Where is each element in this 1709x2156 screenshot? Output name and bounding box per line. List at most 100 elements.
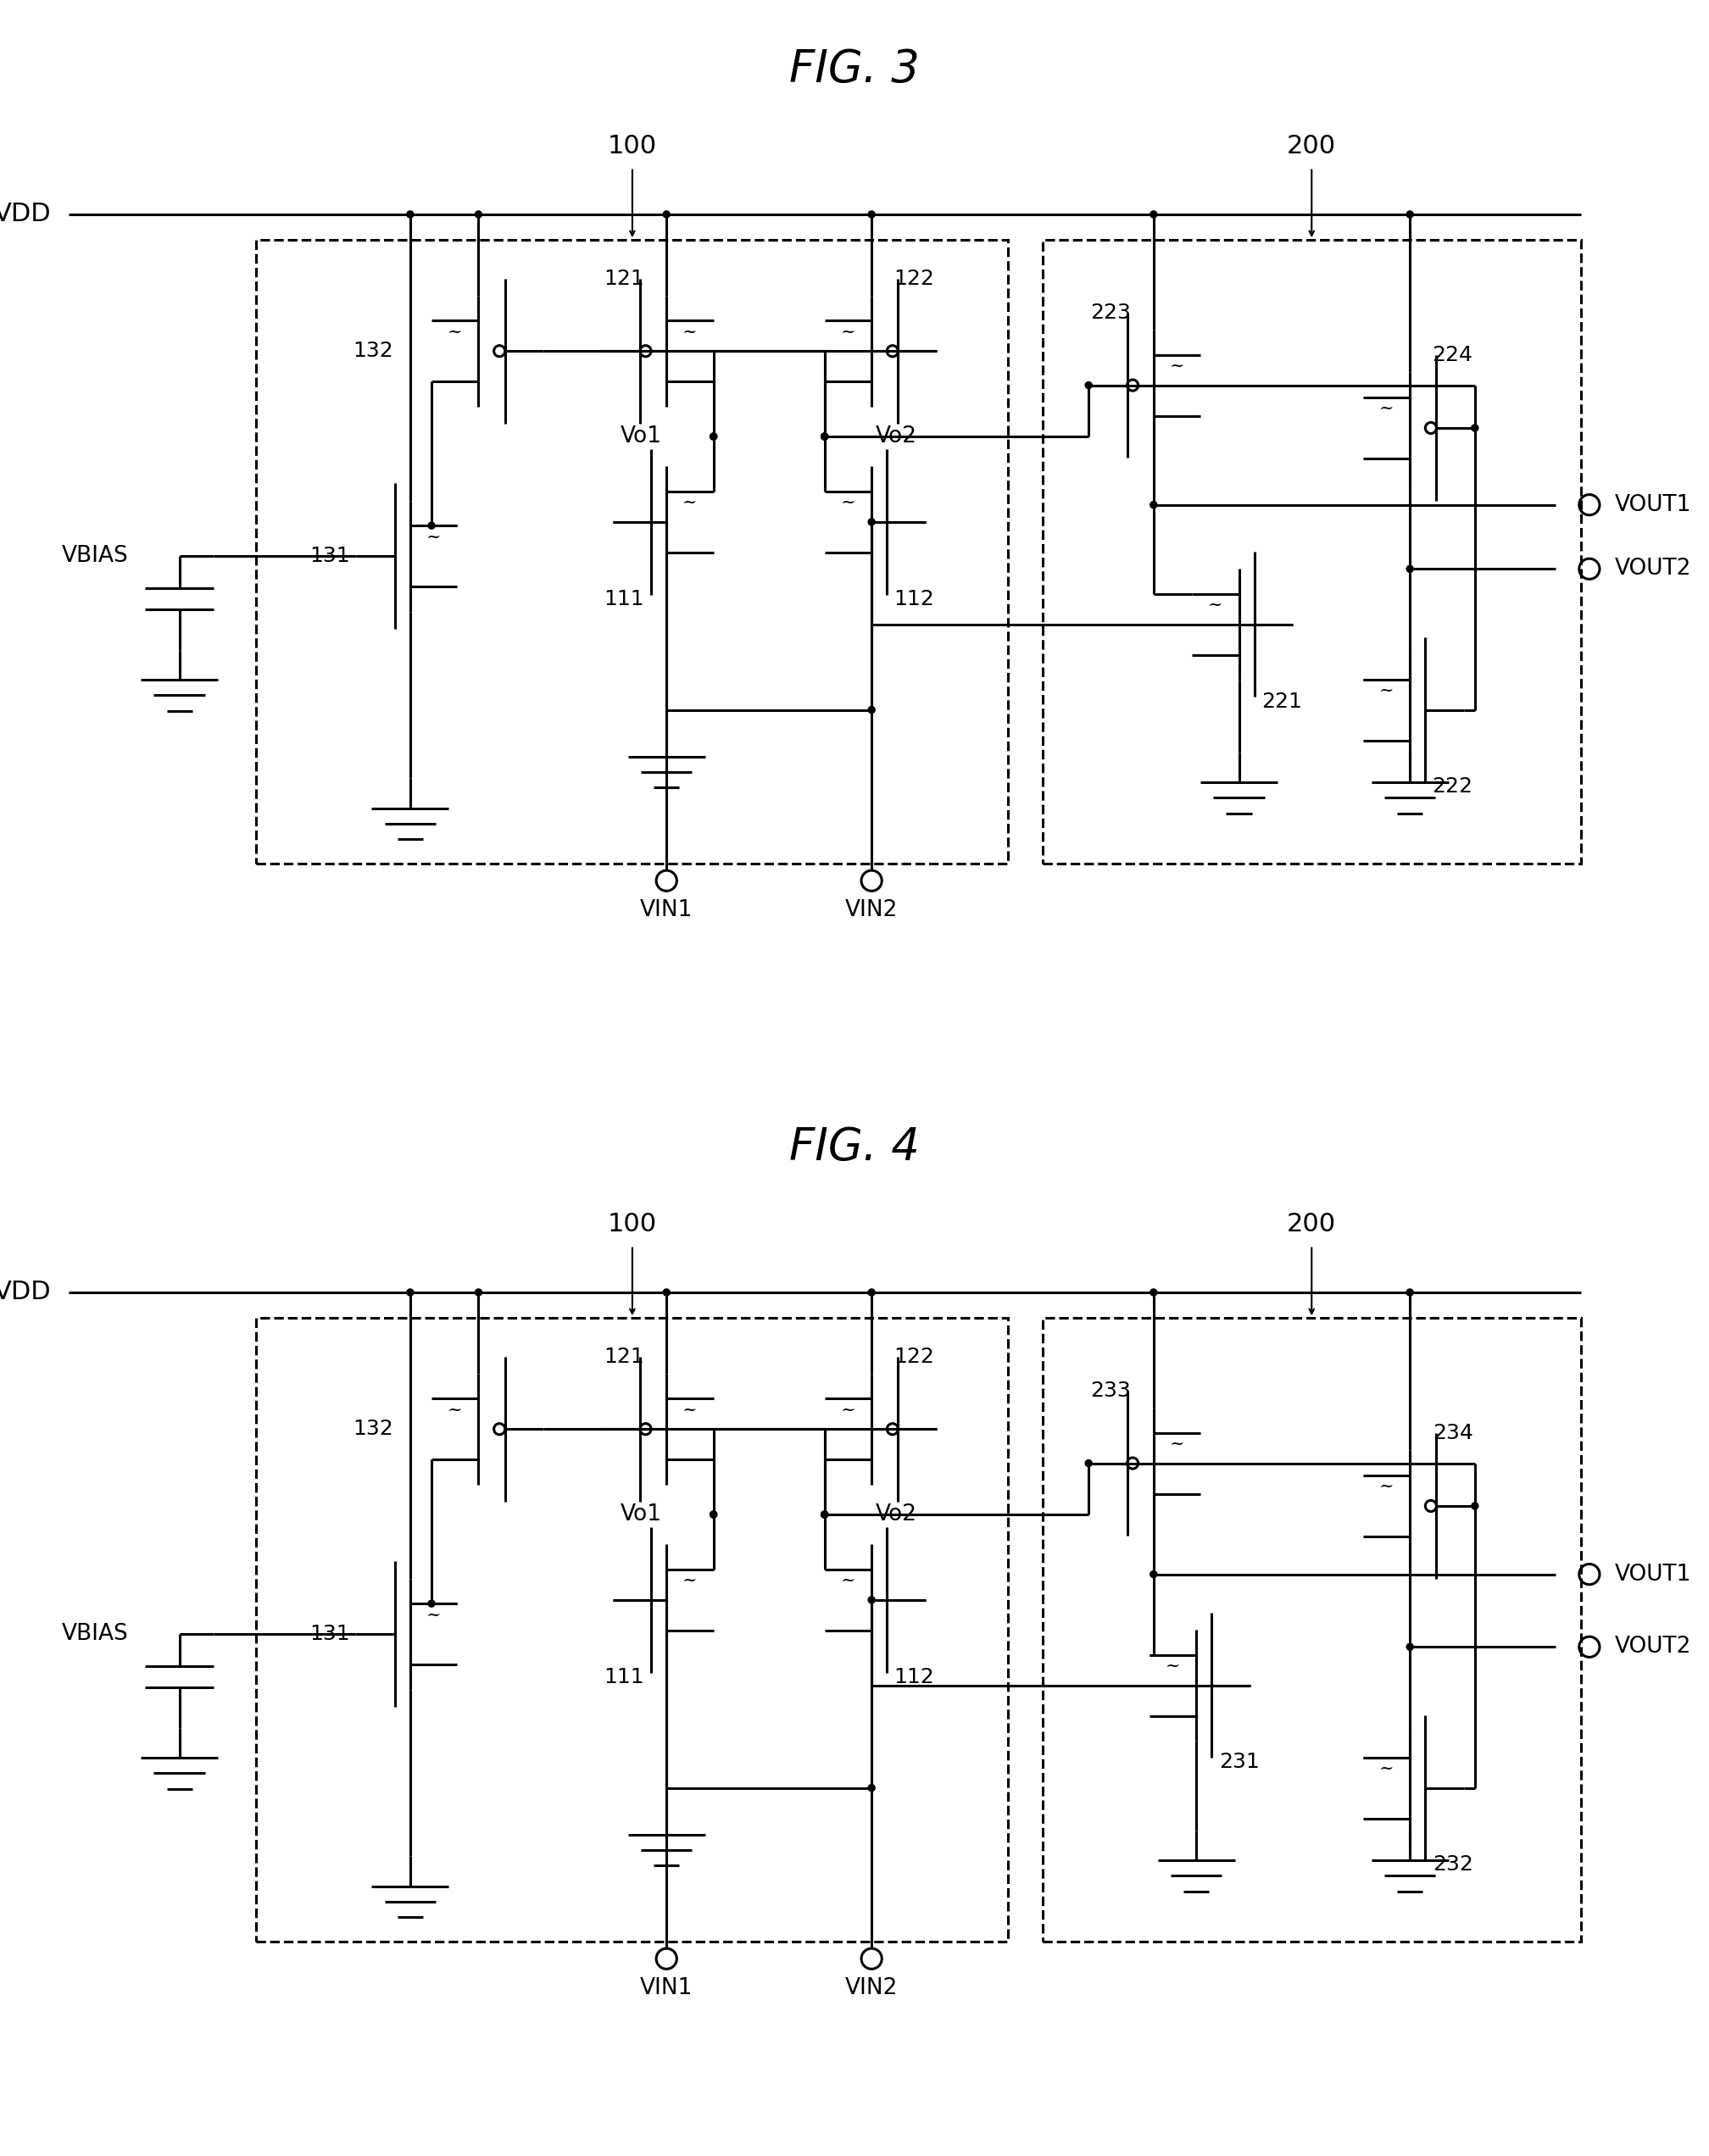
Bar <box>1042 1317 1581 1943</box>
Text: ~: ~ <box>1169 358 1184 375</box>
Circle shape <box>1407 565 1413 571</box>
Circle shape <box>868 211 875 218</box>
Text: VBIAS: VBIAS <box>62 545 128 567</box>
Circle shape <box>820 433 827 440</box>
Circle shape <box>711 1511 718 1518</box>
Circle shape <box>1471 425 1478 431</box>
Circle shape <box>820 433 827 440</box>
Text: ~: ~ <box>841 323 856 341</box>
Circle shape <box>475 211 482 218</box>
Text: 232: 232 <box>1432 1854 1473 1876</box>
Circle shape <box>868 707 875 714</box>
Circle shape <box>1471 1503 1478 1509</box>
Circle shape <box>1407 1289 1413 1296</box>
Text: 131: 131 <box>309 1623 350 1645</box>
Text: 223: 223 <box>1090 302 1131 323</box>
Circle shape <box>820 1511 827 1518</box>
Text: 233: 233 <box>1090 1380 1131 1401</box>
Text: FIG. 3: FIG. 3 <box>790 47 919 91</box>
Text: ~: ~ <box>1166 1658 1181 1675</box>
Text: 122: 122 <box>894 267 935 289</box>
Text: 234: 234 <box>1432 1423 1473 1445</box>
Circle shape <box>475 1289 482 1296</box>
Circle shape <box>663 1289 670 1296</box>
Circle shape <box>868 517 875 526</box>
Bar <box>256 1317 1008 1943</box>
Text: 111: 111 <box>603 1667 644 1686</box>
Text: Vo1: Vo1 <box>620 425 663 448</box>
Text: VOUT2: VOUT2 <box>1615 558 1692 580</box>
Text: VDD: VDD <box>0 1281 51 1304</box>
Text: 132: 132 <box>352 1419 393 1440</box>
Circle shape <box>868 1289 875 1296</box>
Text: ~: ~ <box>448 1401 463 1419</box>
Circle shape <box>1150 1572 1157 1578</box>
Text: ~: ~ <box>426 1606 441 1623</box>
Text: 112: 112 <box>894 1667 935 1686</box>
Text: ~: ~ <box>1379 683 1395 699</box>
Text: 121: 121 <box>603 267 644 289</box>
Text: 132: 132 <box>352 341 393 362</box>
Text: 221: 221 <box>1261 692 1302 711</box>
Text: 131: 131 <box>309 545 350 567</box>
Text: 111: 111 <box>603 589 644 608</box>
Circle shape <box>407 211 414 218</box>
Text: 121: 121 <box>603 1345 644 1367</box>
Text: VOUT1: VOUT1 <box>1615 1563 1692 1585</box>
Circle shape <box>711 1511 718 1518</box>
Circle shape <box>820 433 827 440</box>
Text: Vo2: Vo2 <box>875 1503 918 1526</box>
Text: VOUT2: VOUT2 <box>1615 1636 1692 1658</box>
Circle shape <box>427 1600 434 1606</box>
Text: 122: 122 <box>894 1345 935 1367</box>
Text: VIN1: VIN1 <box>641 1977 692 1999</box>
Text: 222: 222 <box>1432 776 1473 798</box>
Text: ~: ~ <box>1169 1436 1184 1453</box>
Circle shape <box>1407 1643 1413 1649</box>
Circle shape <box>868 1595 875 1604</box>
Circle shape <box>427 522 434 528</box>
Circle shape <box>1150 211 1157 218</box>
Text: 112: 112 <box>894 589 935 608</box>
Text: ~: ~ <box>1379 401 1395 418</box>
Text: VIN2: VIN2 <box>846 1977 897 1999</box>
Circle shape <box>1150 1289 1157 1296</box>
Text: Vo1: Vo1 <box>620 1503 663 1526</box>
Circle shape <box>711 433 718 440</box>
Text: VIN1: VIN1 <box>641 899 692 921</box>
Text: ~: ~ <box>841 1401 856 1419</box>
Text: ~: ~ <box>841 1574 856 1589</box>
Text: Vo2: Vo2 <box>875 425 918 448</box>
Circle shape <box>1085 382 1092 388</box>
Text: 224: 224 <box>1432 345 1473 367</box>
Circle shape <box>663 211 670 218</box>
Text: ~: ~ <box>448 323 463 341</box>
Circle shape <box>711 433 718 440</box>
Text: FIG. 4: FIG. 4 <box>790 1125 919 1169</box>
Text: ~: ~ <box>841 496 856 511</box>
Text: VDD: VDD <box>0 203 51 226</box>
Circle shape <box>1150 502 1157 509</box>
Bar <box>256 239 1008 865</box>
Text: 100: 100 <box>608 134 656 157</box>
Text: ~: ~ <box>1208 597 1224 614</box>
Circle shape <box>868 1785 875 1792</box>
Text: 231: 231 <box>1219 1753 1260 1772</box>
Text: ~: ~ <box>1379 1761 1395 1777</box>
Text: ~: ~ <box>682 496 697 511</box>
Text: ~: ~ <box>682 1574 697 1589</box>
Text: ~: ~ <box>682 1401 697 1419</box>
Text: VOUT1: VOUT1 <box>1615 494 1692 515</box>
Circle shape <box>820 1511 827 1518</box>
Text: VBIAS: VBIAS <box>62 1623 128 1645</box>
Circle shape <box>407 1289 414 1296</box>
Text: 100: 100 <box>608 1212 656 1235</box>
Circle shape <box>820 1511 827 1518</box>
Text: 200: 200 <box>1287 134 1336 157</box>
Circle shape <box>1085 1460 1092 1466</box>
Text: VIN2: VIN2 <box>846 899 897 921</box>
Circle shape <box>1407 211 1413 218</box>
Text: ~: ~ <box>426 528 441 545</box>
Bar <box>1042 239 1581 865</box>
Text: 200: 200 <box>1287 1212 1336 1235</box>
